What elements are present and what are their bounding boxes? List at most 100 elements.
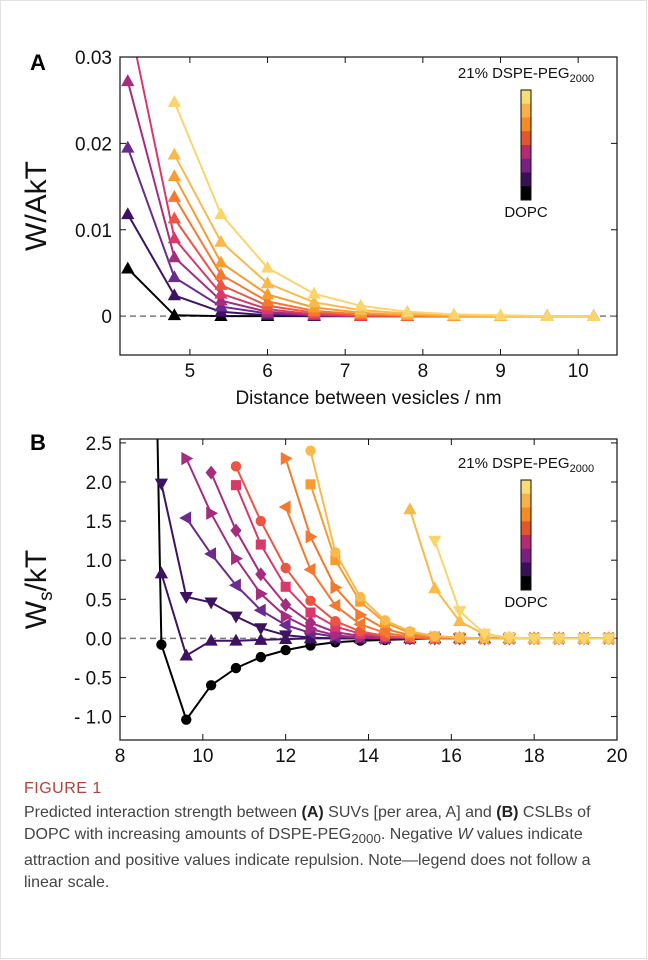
data-point [121, 74, 135, 87]
data-point [353, 617, 366, 631]
data-point [354, 298, 368, 311]
legend-color-segment [521, 103, 531, 118]
data-point [329, 625, 341, 640]
chart-panel-b: 8 10 12 14 16 18 20 - 1.0 - 0.5 0.0 0.5 1.0 1.5 2.0 2.… [20, 422, 628, 775]
data-point [260, 294, 275, 307]
data-point [228, 578, 241, 592]
caption-part: SUVs [per area, A] and [323, 804, 497, 821]
data-point [254, 623, 268, 636]
data-point [167, 288, 182, 301]
data-point [121, 261, 135, 274]
x-tick-label: 18 [524, 746, 545, 767]
data-point [230, 480, 242, 491]
data-point [253, 603, 266, 617]
caption-part: Predicted interaction strength between [24, 804, 302, 821]
data-point [527, 633, 541, 646]
data-point [156, 639, 167, 650]
x-tick-label: 10 [192, 746, 213, 767]
legend-color-segment [521, 521, 531, 536]
data-point [214, 267, 228, 280]
plot-frame [119, 438, 618, 741]
figure-svg: A B 5 6 7 8 9 10 0 0.01 0.02 0.03 Distance between… [20, 7, 628, 775]
series-line [433, 540, 609, 640]
data-point [167, 147, 182, 160]
y-tick-label: 0.03 [75, 48, 112, 69]
data-point [214, 286, 228, 299]
plot-frame [119, 56, 618, 356]
caption-part: . Negative [380, 826, 458, 843]
data-point [214, 207, 228, 220]
legend-bottom-label: DOPC [504, 204, 548, 221]
data-point [204, 633, 218, 646]
data-point [204, 597, 218, 610]
x-tick-label: 16 [441, 746, 462, 767]
x-tick-label: 12 [275, 746, 296, 767]
data-point [452, 614, 467, 627]
data-point [121, 207, 135, 220]
data-point [305, 530, 318, 544]
data-point [205, 680, 217, 691]
data-point [121, 7, 134, 19]
legend-color-segment [521, 493, 531, 508]
data-point [229, 633, 243, 646]
data-point [260, 287, 275, 300]
data-point [280, 562, 291, 574]
x-axis-label: Distance between surfaces of silica sphe… [163, 773, 575, 775]
data-point [214, 255, 228, 268]
data-point [305, 479, 316, 490]
data-point [330, 580, 343, 595]
legend-color-segment [521, 562, 531, 577]
series-line [408, 509, 609, 640]
data-point [121, 140, 135, 153]
data-point [303, 562, 316, 577]
data-point [429, 630, 440, 642]
data-point [540, 309, 554, 322]
data-point [230, 461, 242, 472]
data-point [255, 515, 267, 527]
data-point [154, 566, 169, 579]
x-tick-label: 9 [495, 361, 506, 382]
x-tick-label: 6 [262, 361, 273, 382]
data-point [167, 169, 182, 182]
data-point [205, 465, 217, 480]
data-point [214, 278, 228, 290]
data-point [493, 308, 508, 321]
data-point [260, 260, 275, 273]
data-point [152, 422, 162, 432]
data-point [214, 299, 228, 312]
data-point [255, 587, 268, 601]
data-point [179, 592, 193, 604]
chart-panel-a: 5 6 7 8 9 10 0 0.01 0.02 0.03 Distance between ves… [20, 7, 618, 409]
data-point [552, 633, 566, 646]
data-point [280, 609, 293, 624]
legend-color-bar [520, 479, 532, 591]
data-point [379, 615, 391, 626]
x-tick-label: 7 [340, 361, 351, 382]
data-point [404, 626, 416, 637]
legend-color-segment [521, 548, 531, 563]
data-point [181, 714, 192, 725]
data-point [214, 234, 228, 247]
y-tick-label: 0 [101, 307, 112, 328]
y-tick-label: 0.5 [86, 590, 112, 611]
data-point [330, 615, 341, 627]
data-point [355, 608, 368, 622]
data-point [428, 581, 442, 594]
series-line [173, 101, 594, 318]
panel-label-b: B [30, 430, 46, 455]
caption-part: W [457, 826, 473, 843]
data-point [167, 308, 182, 321]
figure-caption: FIGURE 1 Predicted interaction strength … [24, 780, 624, 894]
legend-color-segment [521, 507, 531, 522]
y-tick-label: 0.02 [75, 134, 112, 155]
y-tick-label: 1.5 [86, 512, 112, 533]
data-point [477, 628, 492, 641]
y-tick-label: 0.01 [75, 221, 112, 242]
plot-area [152, 422, 616, 725]
legend-color-segment [521, 172, 531, 187]
data-point [428, 535, 442, 548]
data-point [179, 648, 193, 661]
caption-part: 2000 [351, 831, 381, 847]
data-point [280, 597, 292, 612]
